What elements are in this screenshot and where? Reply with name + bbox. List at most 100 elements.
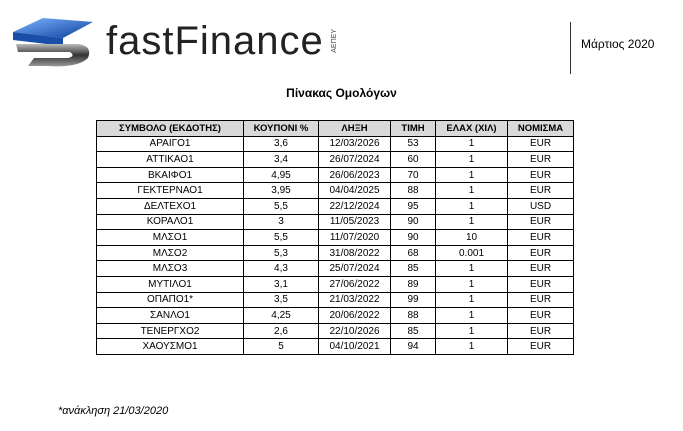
logo-subtitle: ΑΕΠΕΥ [330,29,338,53]
table-cell: 3,5 [243,291,319,309]
table-cell: 3,4 [243,151,319,168]
table-cell: EUR [507,135,574,153]
table-cell: ΣΑΝΛΟ1 [96,307,244,324]
logo-text: fastFinance [106,19,324,63]
table-cell: ΓΕΚΤΕΡΝΑΟ1 [96,182,244,199]
table-row: ΟΠΑΠΟ1* 3,5 21/03/2022 99 1 EUR [96,291,574,309]
table-cell: 26/07/2024 [318,151,391,168]
table-cell: 11/05/2023 [318,213,391,231]
table-cell: EUR [507,322,574,340]
table-cell: 89 [390,275,436,293]
table-cell: 1 [435,260,508,277]
logo-emblem-icon [13,18,93,67]
table-cell: 12/03/2026 [318,135,391,153]
table-cell: 26/06/2023 [318,166,391,184]
table-cell: 25/07/2024 [318,260,391,277]
table-row: ΤΕΝΕΡΓΧΟ2 2,6 22/10/2026 85 1 EUR [96,322,574,340]
table-cell: 85 [390,322,436,340]
table-cell: 21/03/2022 [318,291,391,309]
table-cell: ΜΛΣΟ1 [96,229,244,246]
table-cell: 1 [435,291,508,309]
table-row: ΚΟΡΑΛΟ1 3 11/05/2023 90 1 EUR [96,213,574,231]
table-row: ΣΑΝΛΟ1 4,25 20/06/2022 88 1 EUR [96,307,574,324]
col-maturity: ΛΗΞΗ [318,120,391,137]
table-cell: EUR [507,244,574,262]
col-symbol: ΣΥΜΒΟΛΟ (ΕΚΔΟΤΗΣ) [96,120,244,137]
table-row: ΒΚΑΙΦΟ1 4,95 26/06/2023 70 1 EUR [96,166,574,184]
table-cell: 20/06/2022 [318,307,391,324]
table-cell: ΚΟΡΑΛΟ1 [96,213,244,231]
table-cell: EUR [507,213,574,231]
table-cell: EUR [507,275,574,293]
logo-wordmark: fastFinance ΑΕΠΕΥ [106,18,339,64]
table-cell: 4,3 [243,260,319,277]
table-cell: 3,95 [243,182,319,199]
table-cell: EUR [507,229,574,246]
table-cell: 90 [390,213,436,231]
table-cell: 1 [435,151,508,168]
table-cell: EUR [507,151,574,168]
table-row: ΜΛΣΟ2 5,3 31/08/2022 68 0.001 EUR [96,244,574,262]
bonds-table: ΣΥΜΒΟΛΟ (ΕΚΔΟΤΗΣ) ΚΟΥΠΟΝΙ % ΛΗΞΗ ΤΙΜΗ ΕΛ… [96,120,574,355]
table-cell: EUR [507,260,574,277]
table-cell: 3,1 [243,275,319,293]
table-cell: ΔΕΛΤΕΧΟ1 [96,197,244,215]
table-row: ΑΡΑΙΓΟ1 3,6 12/03/2026 53 1 EUR [96,135,574,153]
table-cell: 94 [390,338,436,355]
table-cell: 11/07/2020 [318,229,391,246]
table-cell: 1 [435,338,508,355]
table-cell: 0.001 [435,244,508,262]
table-cell: 1 [435,135,508,153]
table-cell: ΜΛΣΟ3 [96,260,244,277]
table-cell: 3,6 [243,135,319,153]
col-price: ΤΙΜΗ [390,120,436,137]
col-currency: ΝΟΜΙΣΜΑ [507,120,574,137]
table-row: ΔΕΛΤΕΧΟ1 5,5 22/12/2024 95 1 USD [96,197,574,215]
header-divider [570,22,571,74]
table-cell: 88 [390,307,436,324]
table-cell: 60 [390,151,436,168]
table-cell: 68 [390,244,436,262]
table-cell: 99 [390,291,436,309]
col-coupon: ΚΟΥΠΟΝΙ % [243,120,319,137]
table-cell: 1 [435,275,508,293]
table-cell: 22/12/2024 [318,197,391,215]
table-cell: ΑΤΤΙΚΑΟ1 [96,151,244,168]
page-title: Πίνακας Ομολόγων [286,86,397,100]
table-cell: 85 [390,260,436,277]
table-cell: 70 [390,166,436,184]
table-row: ΧΑΟΥΣΜΟ1 5 04/10/2021 94 1 EUR [96,338,574,355]
table-cell: ΧΑΟΥΣΜΟ1 [96,338,244,355]
table-cell: 3 [243,213,319,231]
table-cell: 10 [435,229,508,246]
table-cell: 4,25 [243,307,319,324]
table-cell: ΜΛΣΟ2 [96,244,244,262]
table-cell: 1 [435,322,508,340]
table-cell: 1 [435,197,508,215]
table-cell: 31/08/2022 [318,244,391,262]
table-cell: ΒΚΑΙΦΟ1 [96,166,244,184]
table-cell: 88 [390,182,436,199]
table-cell: 5,5 [243,229,319,246]
table-row: ΓΕΚΤΕΡΝΑΟ1 3,95 04/04/2025 88 1 EUR [96,182,574,199]
table-cell: EUR [507,291,574,309]
table-cell: 4,95 [243,166,319,184]
table-cell: 95 [390,197,436,215]
table-cell: ΜΥΤΙΛΟ1 [96,275,244,293]
table-cell: 53 [390,135,436,153]
table-cell: ΑΡΑΙΓΟ1 [96,135,244,153]
table-cell: ΟΠΑΠΟ1* [96,291,244,309]
table-cell: 04/04/2025 [318,182,391,199]
table-cell: 5,3 [243,244,319,262]
table-cell: 1 [435,213,508,231]
table-row: ΑΤΤΙΚΑΟ1 3,4 26/07/2024 60 1 EUR [96,151,574,168]
table-row: ΜΛΣΟ1 5,5 11/07/2020 90 10 EUR [96,229,574,246]
table-cell: 1 [435,182,508,199]
footnote: *ανάκληση 21/03/2020 [58,405,169,417]
table-cell: 1 [435,307,508,324]
table-cell: EUR [507,166,574,184]
table-cell: 5,5 [243,197,319,215]
table-cell: USD [507,197,574,215]
table-cell: 90 [390,229,436,246]
col-min: ΕΛΑΧ (ΧΙΛ) [435,120,508,137]
